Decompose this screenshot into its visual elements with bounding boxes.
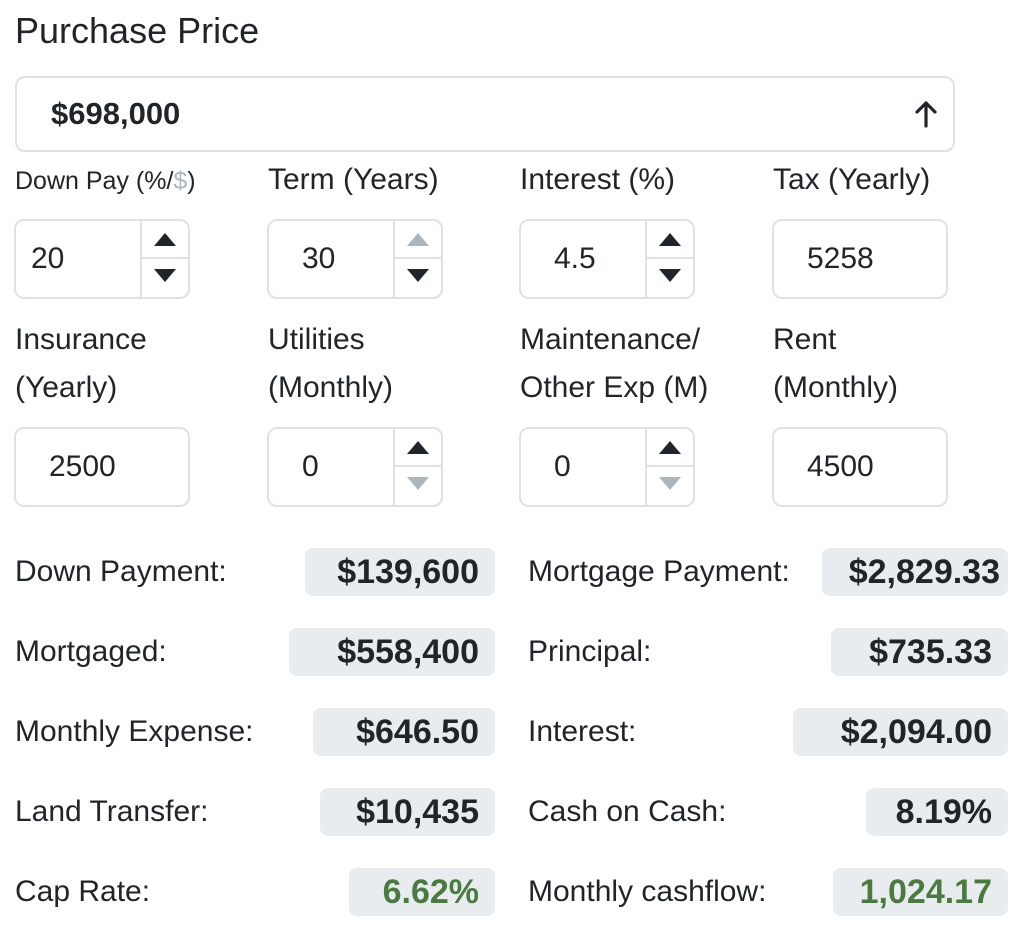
increment-button[interactable]: [647, 221, 693, 259]
tax-value: 5258: [807, 242, 874, 275]
maintenance-spinner[interactable]: [645, 429, 693, 505]
down-pay-label: Down Pay (%/$): [15, 167, 196, 195]
maintenance-value: 0: [554, 450, 571, 483]
utilities-spinner[interactable]: [393, 429, 441, 505]
down-payment-label: Down Payment:: [15, 555, 227, 588]
decrement-button[interactable]: [142, 259, 188, 297]
rent-value: 4500: [807, 450, 874, 483]
triangle-down-icon: [659, 477, 681, 490]
mortgaged-value: $558,400: [289, 628, 495, 676]
mortgage-payment-label: Mortgage Payment:: [528, 555, 790, 588]
utilities-label-sub: (Monthly): [268, 371, 394, 404]
term-value: 30: [302, 242, 336, 275]
increment-button[interactable]: [647, 429, 693, 467]
triangle-up-icon: [407, 233, 429, 246]
maintenance-input[interactable]: 0: [519, 427, 695, 507]
triangle-up-icon: [659, 233, 681, 246]
rent-label: Rent: [773, 323, 837, 356]
rent-label-sub: (Monthly): [773, 371, 899, 404]
land-transfer-value: $10,435: [320, 788, 495, 836]
term-input[interactable]: 30: [267, 219, 443, 299]
decrement-button[interactable]: [395, 259, 441, 297]
purchase-price-input[interactable]: $698,000: [15, 76, 955, 152]
principal-label: Principal:: [528, 635, 652, 668]
down-pay-spinner[interactable]: [140, 221, 188, 297]
down-pay-value: 20: [31, 242, 65, 275]
insurance-input[interactable]: 2500: [14, 427, 190, 507]
interest-spinner[interactable]: [645, 221, 693, 297]
monthly-cashflow-value: 1,024.17: [833, 868, 1008, 916]
decrement-button[interactable]: [395, 467, 441, 505]
triangle-up-icon: [659, 441, 681, 454]
insurance-value: 2500: [49, 450, 116, 483]
insurance-label-sub: (Yearly): [15, 371, 118, 404]
rent-input[interactable]: 4500: [772, 427, 948, 507]
purchase-price-heading: Purchase Price: [15, 10, 260, 51]
cap-rate-label: Cap Rate:: [15, 875, 151, 908]
insurance-label: Insurance: [15, 323, 147, 356]
cash-on-cash-label: Cash on Cash:: [528, 795, 727, 828]
interest-result-value: $2,094.00: [793, 708, 1008, 756]
triangle-up-icon: [407, 441, 429, 454]
monthly-cashflow-label: Monthly cashflow:: [528, 875, 767, 908]
maintenance-label-sub: Other Exp (M): [520, 371, 709, 404]
tax-input[interactable]: 5258: [772, 219, 948, 299]
mortgaged-label: Mortgaged:: [15, 635, 167, 668]
cap-rate-value: 6.62%: [349, 868, 495, 916]
increment-button[interactable]: [395, 221, 441, 259]
term-spinner[interactable]: [393, 221, 441, 297]
triangle-up-icon: [154, 233, 176, 246]
tax-label: Tax (Yearly): [773, 163, 931, 196]
cash-on-cash-value: 8.19%: [866, 788, 1008, 836]
increment-button[interactable]: [395, 429, 441, 467]
principal-value: $735.33: [831, 628, 1008, 676]
monthly-expense-value: $646.50: [313, 708, 495, 756]
utilities-input[interactable]: 0: [267, 427, 443, 507]
decrement-button[interactable]: [647, 259, 693, 297]
triangle-down-icon: [154, 269, 176, 282]
interest-input[interactable]: 4.5: [519, 219, 695, 299]
interest-value: 4.5: [554, 242, 596, 275]
increment-button[interactable]: [142, 221, 188, 259]
triangle-down-icon: [659, 269, 681, 282]
utilities-label: Utilities: [268, 323, 365, 356]
down-payment-value: $139,600: [305, 548, 495, 596]
maintenance-label: Maintenance/: [520, 323, 701, 356]
mortgage-payment-value: $2,829.33: [822, 548, 1008, 596]
interest-label: Interest (%): [520, 163, 676, 196]
decrement-button[interactable]: [647, 467, 693, 505]
interest-result-label: Interest:: [528, 715, 637, 748]
monthly-expense-label: Monthly Expense:: [15, 715, 254, 748]
purchase-price-value: $698,000: [51, 96, 181, 131]
down-pay-input[interactable]: 20: [14, 219, 190, 299]
land-transfer-label: Land Transfer:: [15, 795, 209, 828]
utilities-value: 0: [302, 450, 319, 483]
term-label: Term (Years): [268, 163, 439, 196]
arrow-up-icon[interactable]: [915, 100, 937, 128]
triangle-down-icon: [407, 269, 429, 282]
triangle-down-icon: [407, 477, 429, 490]
